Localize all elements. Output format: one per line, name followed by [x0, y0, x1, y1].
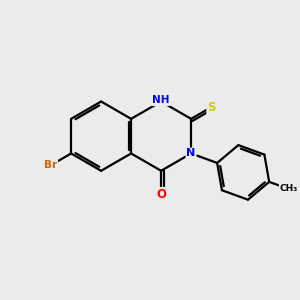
- Text: Br: Br: [44, 160, 57, 170]
- Text: S: S: [207, 100, 216, 114]
- Text: CH₃: CH₃: [280, 184, 298, 194]
- Text: O: O: [156, 188, 166, 201]
- Text: NH: NH: [152, 95, 170, 105]
- Text: N: N: [187, 148, 196, 158]
